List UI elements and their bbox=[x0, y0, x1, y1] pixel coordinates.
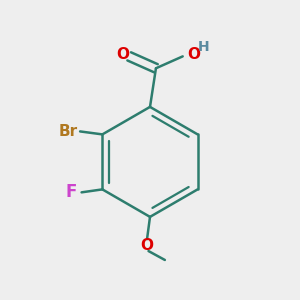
Text: Br: Br bbox=[58, 124, 78, 139]
Text: O: O bbox=[117, 47, 130, 62]
Text: F: F bbox=[65, 183, 77, 201]
Text: H: H bbox=[198, 40, 210, 55]
Text: O: O bbox=[188, 47, 200, 62]
Text: O: O bbox=[140, 238, 154, 253]
